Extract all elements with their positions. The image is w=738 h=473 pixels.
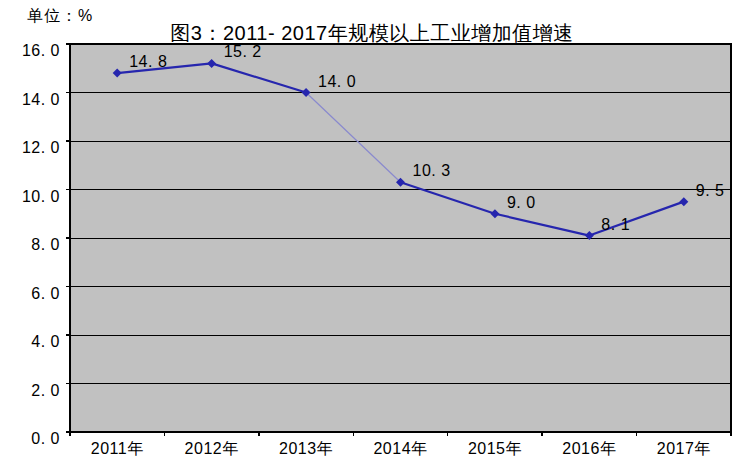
y-axis-label: 14. 0 <box>0 91 60 109</box>
data-label: 14. 8 <box>129 53 167 71</box>
x-axis-label: 2011年 <box>70 440 164 458</box>
x-axis-label: 2017年 <box>637 440 731 458</box>
x-axis-label: 2015年 <box>448 440 542 458</box>
data-label: 9. 0 <box>507 194 536 212</box>
y-axis-label: 16. 0 <box>0 42 60 60</box>
x-axis-label: 2013年 <box>259 440 353 458</box>
data-label: 15. 2 <box>224 43 262 61</box>
x-axis-label: 2016年 <box>542 440 636 458</box>
data-label: 9. 5 <box>696 182 725 200</box>
line-chart: 单位：% 图3：2011- 2017年规模以上工业增加值增速 0. 02. 04… <box>0 0 738 473</box>
plot-svg <box>0 0 738 473</box>
y-axis-label: 8. 0 <box>0 236 60 254</box>
data-label: 14. 0 <box>318 73 356 91</box>
x-axis-label: 2012年 <box>165 440 259 458</box>
y-axis-label: 12. 0 <box>0 139 60 157</box>
y-axis-label: 6. 0 <box>0 285 60 303</box>
x-axis-label: 2014年 <box>354 440 448 458</box>
y-axis-label: 0. 0 <box>0 430 60 448</box>
y-axis-label: 4. 0 <box>0 333 60 351</box>
y-axis-label: 2. 0 <box>0 382 60 400</box>
y-axis-label: 10. 0 <box>0 188 60 206</box>
data-label: 10. 3 <box>413 162 451 180</box>
data-label: 8. 1 <box>601 216 630 234</box>
